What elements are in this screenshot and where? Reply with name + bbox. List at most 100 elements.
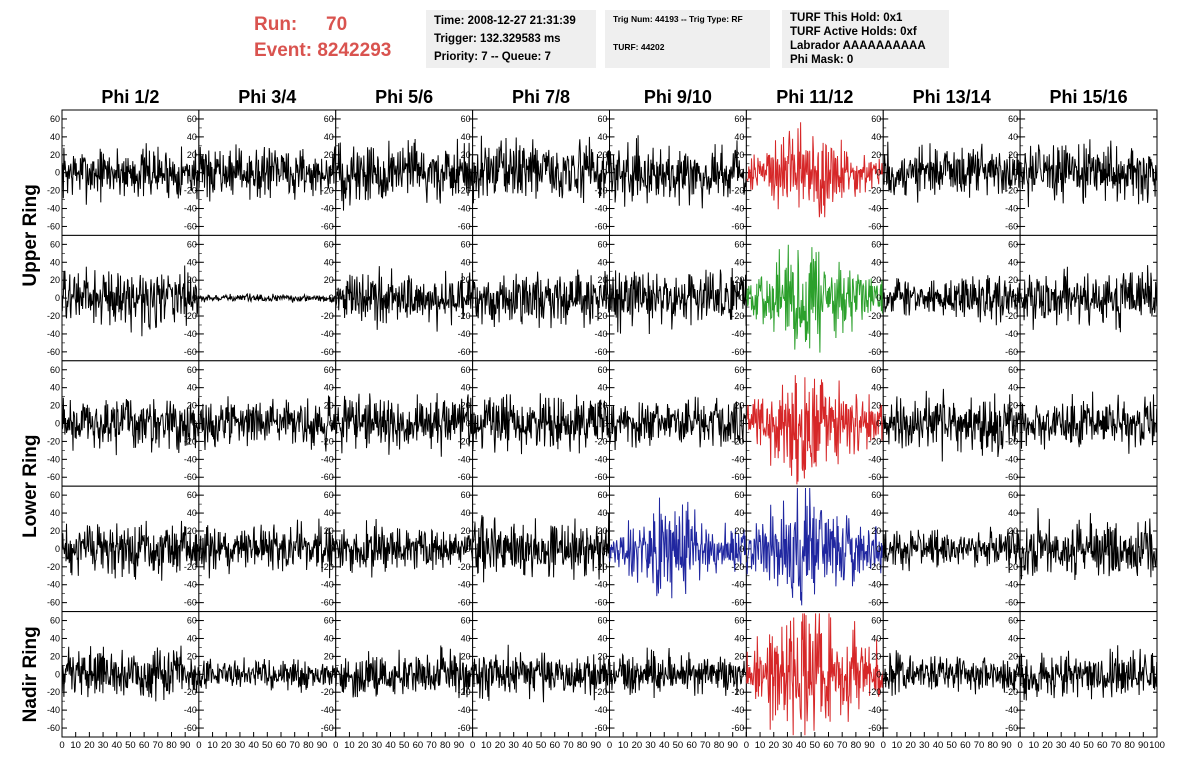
y-tick-label: -60	[731, 598, 744, 608]
y-tick-label: -20	[47, 687, 60, 697]
y-tick-label: -20	[458, 311, 471, 321]
row-label: Lower Ring	[20, 434, 41, 537]
y-tick-label: -60	[321, 472, 334, 482]
column-header: Phi 9/10	[644, 87, 712, 107]
y-tick-label: -40	[458, 580, 471, 590]
x-tick-label: 0	[744, 740, 749, 751]
y-tick-label: 20	[50, 651, 60, 661]
run-label: Run:	[254, 14, 298, 35]
y-tick-label: 40	[50, 383, 60, 393]
y-tick-label: 40	[461, 508, 471, 518]
y-tick-label: -60	[1005, 221, 1018, 231]
y-tick-label: 0	[466, 419, 471, 429]
y-tick-label: -40	[868, 204, 881, 214]
waveform-trace	[746, 122, 884, 218]
y-tick-label: 0	[192, 168, 197, 178]
y-tick-label: -20	[731, 311, 744, 321]
y-tick-label: 20	[734, 526, 744, 536]
y-tick-label: -40	[731, 329, 744, 339]
y-tick-label: -20	[321, 311, 334, 321]
y-tick-label: 20	[871, 150, 881, 160]
y-tick-label: -40	[731, 580, 744, 590]
waveform-trace	[746, 613, 884, 736]
waveform-trace	[61, 397, 200, 456]
y-tick-label: 40	[324, 508, 334, 518]
y-tick-label: 40	[461, 633, 471, 643]
waveform-trace	[1019, 508, 1158, 581]
y-tick-label: 0	[739, 544, 744, 554]
x-tick-label: 50	[536, 740, 547, 751]
y-tick-label: -20	[321, 436, 334, 446]
y-tick-label: -60	[731, 221, 744, 231]
waveform-trace	[61, 645, 200, 702]
y-tick-label: 0	[329, 168, 334, 178]
x-tick-label: 70	[426, 740, 437, 751]
event-label: Event:	[254, 40, 313, 61]
column-header: Phi 7/8	[512, 87, 570, 107]
waveform-trace	[335, 518, 473, 578]
x-tick-label: 60	[1097, 740, 1108, 751]
y-tick-label: 20	[597, 401, 607, 411]
waveform-trace	[198, 292, 336, 304]
y-tick-label: -60	[594, 347, 607, 357]
y-tick-label: 0	[1013, 669, 1018, 679]
y-tick-label: 0	[739, 669, 744, 679]
x-tick-label: 40	[248, 740, 259, 751]
y-tick-label: 60	[734, 616, 744, 626]
y-tick-label: 40	[734, 132, 744, 142]
waveform-trace	[198, 395, 336, 452]
waveform-trace	[746, 375, 884, 485]
y-tick-label: -20	[458, 436, 471, 446]
y-tick-label: -40	[184, 204, 197, 214]
x-tick-label: 50	[399, 740, 410, 751]
x-tick-label: 90	[454, 740, 465, 751]
y-tick-label: 0	[466, 168, 471, 178]
y-tick-label: -60	[868, 723, 881, 733]
y-tick-label: -40	[458, 454, 471, 464]
y-tick-label: 20	[871, 401, 881, 411]
waveform-trace	[609, 135, 747, 209]
y-tick-label: 40	[50, 257, 60, 267]
y-tick-label: -20	[321, 562, 334, 572]
y-tick-label: 0	[192, 293, 197, 303]
y-tick-label: 40	[734, 508, 744, 518]
y-tick-label: 60	[461, 365, 471, 375]
x-tick-label: 20	[495, 740, 506, 751]
y-tick-label: 40	[734, 257, 744, 267]
x-tick-label: 0	[196, 740, 201, 751]
y-tick-label: 40	[187, 508, 197, 518]
y-tick-label: 60	[461, 114, 471, 124]
y-tick-label: 0	[602, 293, 607, 303]
run-value: 70	[326, 14, 348, 35]
y-tick-label: -20	[1005, 311, 1018, 321]
waveform-trace	[609, 267, 747, 335]
y-tick-label: 20	[324, 275, 334, 285]
x-tick-label: 40	[933, 740, 944, 751]
y-tick-label: 60	[734, 490, 744, 500]
x-tick-label: 10	[1029, 740, 1040, 751]
waveform-trace	[1019, 391, 1158, 454]
trigger-text: Trigger: 132.329583 ms	[434, 33, 561, 45]
y-tick-label: 60	[50, 490, 60, 500]
x-tick-label: 30	[645, 740, 656, 751]
x-tick-label: 90	[864, 740, 875, 751]
y-tick-label: -40	[321, 329, 334, 339]
y-tick-label: -60	[321, 723, 334, 733]
row-label: Nadir Ring	[20, 626, 41, 722]
y-tick-label: 60	[461, 239, 471, 249]
x-tick-label: 60	[960, 740, 971, 751]
y-tick-label: 40	[50, 508, 60, 518]
y-tick-label: 40	[461, 383, 471, 393]
x-tick-label: 30	[919, 740, 930, 751]
y-tick-label: 60	[597, 365, 607, 375]
column-header: Phi 5/6	[375, 87, 433, 107]
x-tick-label: 80	[166, 740, 177, 751]
y-tick-label: -40	[458, 705, 471, 715]
y-tick-label: 40	[324, 633, 334, 643]
y-tick-label: -60	[868, 598, 881, 608]
y-tick-label: 60	[871, 616, 881, 626]
y-tick-label: 40	[324, 257, 334, 267]
y-tick-label: -60	[321, 221, 334, 231]
waveform-trace	[472, 269, 610, 329]
x-tick-label: 70	[700, 740, 711, 751]
